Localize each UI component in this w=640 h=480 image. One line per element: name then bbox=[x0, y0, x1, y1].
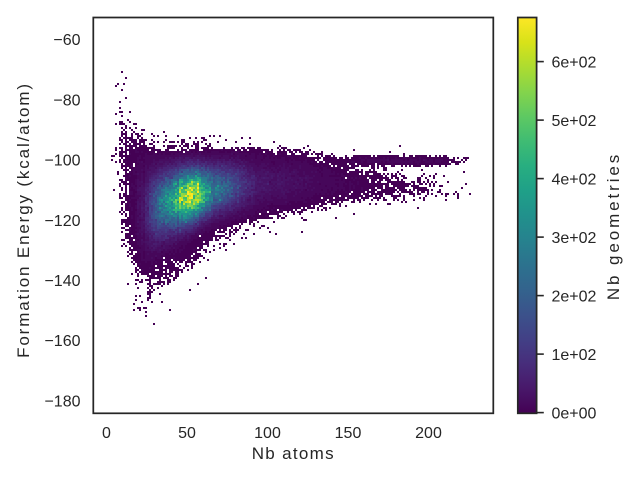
svg-text:Nb geometries: Nb geometries bbox=[604, 152, 623, 300]
svg-text:−120: −120 bbox=[44, 213, 80, 230]
svg-text:4e+02: 4e+02 bbox=[552, 172, 597, 189]
svg-text:1e+02: 1e+02 bbox=[552, 347, 597, 364]
svg-text:3e+02: 3e+02 bbox=[552, 230, 597, 247]
svg-text:5e+02: 5e+02 bbox=[552, 113, 597, 130]
svg-text:0: 0 bbox=[102, 425, 111, 442]
svg-text:150: 150 bbox=[335, 425, 362, 442]
svg-text:−140: −140 bbox=[44, 273, 80, 290]
svg-text:50: 50 bbox=[178, 425, 196, 442]
svg-text:2e+02: 2e+02 bbox=[552, 289, 597, 306]
svg-text:−100: −100 bbox=[44, 153, 80, 170]
svg-text:−60: −60 bbox=[53, 32, 80, 49]
svg-text:200: 200 bbox=[415, 425, 442, 442]
svg-text:−80: −80 bbox=[53, 92, 80, 109]
svg-text:6e+02: 6e+02 bbox=[552, 55, 597, 72]
svg-text:Formation Energy (kcal/atom): Formation Energy (kcal/atom) bbox=[14, 82, 33, 358]
svg-text:Nb atoms: Nb atoms bbox=[252, 444, 335, 463]
svg-text:−180: −180 bbox=[44, 393, 80, 410]
svg-text:100: 100 bbox=[254, 425, 281, 442]
svg-text:0e+00: 0e+00 bbox=[552, 406, 597, 423]
svg-text:−160: −160 bbox=[44, 333, 80, 350]
